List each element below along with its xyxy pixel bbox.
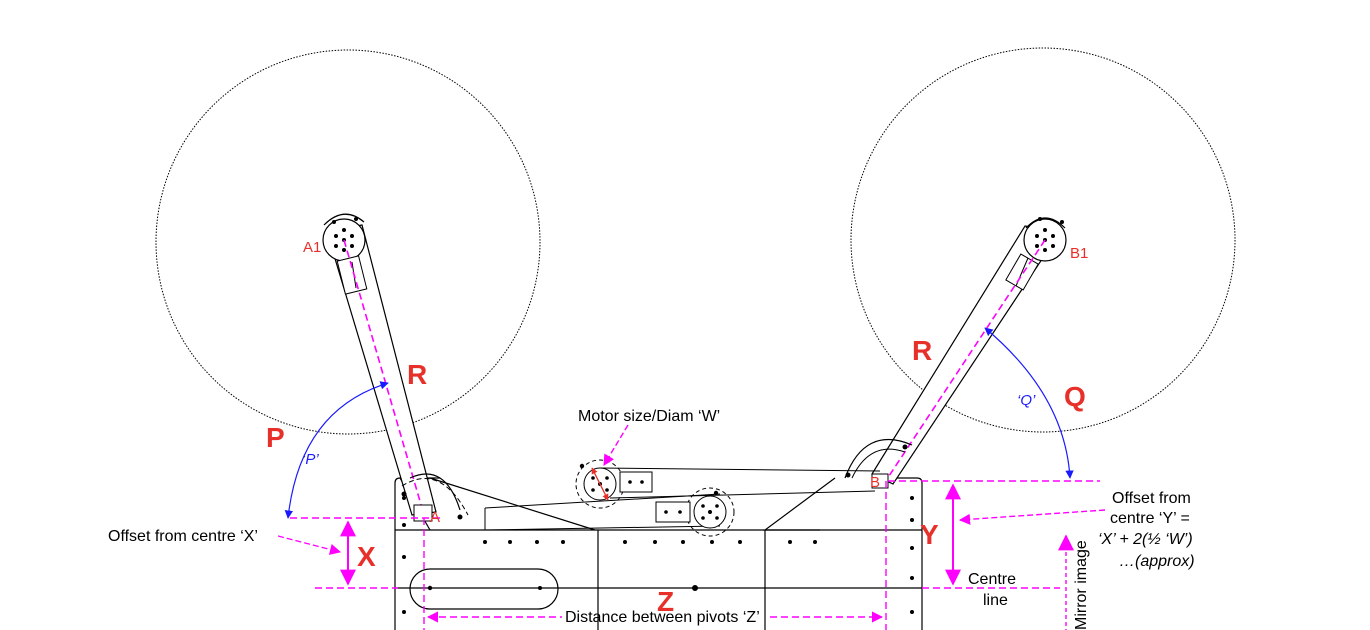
offset-x-letter: X <box>357 541 376 572</box>
motor-diameter-arrow <box>591 467 609 501</box>
mirror-image-label: Mirror image <box>1073 540 1090 630</box>
angle-q-label: ‘Q’ <box>1017 392 1036 409</box>
offset-y-letter: Y <box>920 519 939 550</box>
offset-x-leader <box>277 535 342 555</box>
offset-y-line-1: Offset from <box>1112 490 1191 507</box>
angle-p-letter: P <box>266 422 285 453</box>
angle-p-label: ‘P’ <box>302 451 319 468</box>
offset-x-label: Offset from centre ‘X’ <box>108 528 258 545</box>
centre-line-label-1: Centre <box>968 571 1016 588</box>
point-b-label: B <box>870 474 880 491</box>
point-a-label: A <box>430 509 440 526</box>
angle-p-arc <box>284 381 389 519</box>
motor-size-label: Motor size/Diam ‘W’ <box>578 408 720 425</box>
offset-y-line-4: …(approx) <box>1119 553 1195 570</box>
arm-length-r-left: R <box>407 359 427 390</box>
distance-z-letter: Z <box>657 586 674 617</box>
base-body <box>394 477 923 630</box>
right-arm <box>844 217 1067 489</box>
body-rivets <box>402 496 914 614</box>
dimension-lines <box>290 480 1100 630</box>
centre-line-label-2: line <box>983 592 1008 609</box>
angle-q-letter: Q <box>1064 381 1086 412</box>
arm-length-r-right: R <box>912 335 932 366</box>
offset-y-line-3: ‘X’ + 2(½ ‘W’) <box>1098 531 1193 548</box>
distance-pivots-label: Distance between pivots ‘Z’ <box>565 609 760 626</box>
offset-y-leader <box>958 509 1106 525</box>
motor-size-leader <box>603 424 629 466</box>
offset-y-line-2: centre ‘Y’ = <box>1110 510 1190 527</box>
angle-q-arc <box>984 327 1074 479</box>
motor-assembly <box>484 459 881 537</box>
point-a1-label: A1 <box>303 239 321 256</box>
left-arm <box>322 213 469 522</box>
point-b1-label: B1 <box>1070 245 1088 262</box>
